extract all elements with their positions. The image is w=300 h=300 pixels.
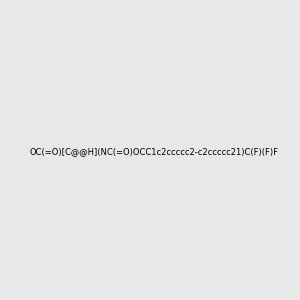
Text: OC(=O)[C@@H](NC(=O)OCC1c2ccccc2-c2ccccc21)C(F)(F)F: OC(=O)[C@@H](NC(=O)OCC1c2ccccc2-c2ccccc2… xyxy=(29,147,278,156)
